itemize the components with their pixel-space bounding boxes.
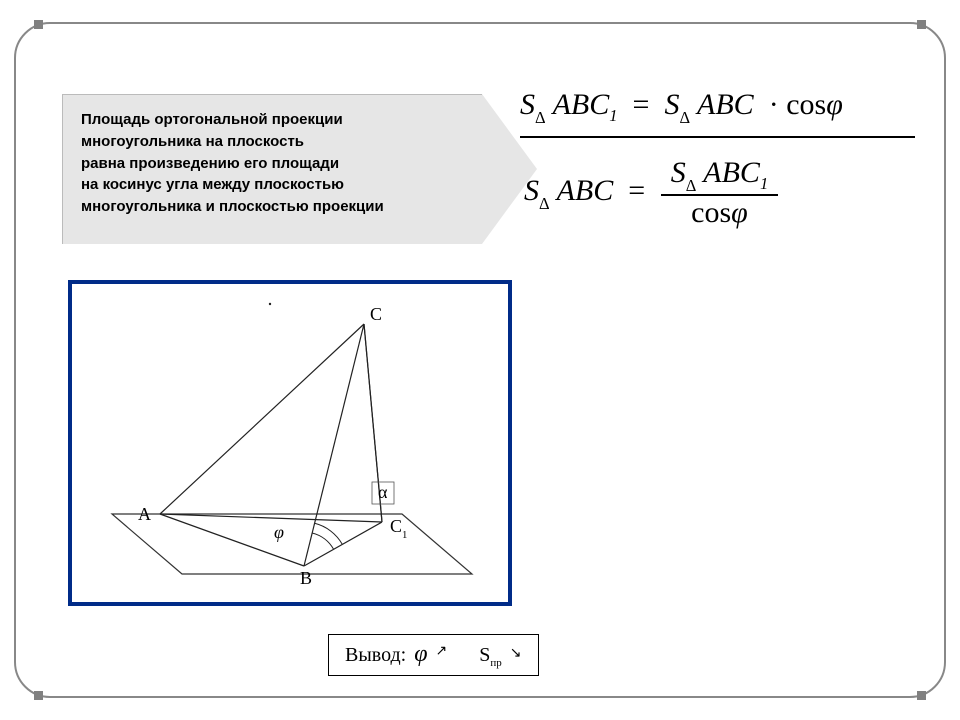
- arrow-down-icon: ↘: [510, 645, 522, 662]
- svg-text:C1: C1: [390, 516, 407, 541]
- svg-text:B: B: [300, 568, 312, 588]
- projection-diagram: A B C C1α φ: [72, 284, 508, 602]
- theorem-line: многоугольника и плоскостью проекции: [81, 198, 384, 215]
- conclusion-s: Sпр: [479, 644, 502, 669]
- arrow-up-icon: ↗: [436, 643, 448, 660]
- formula-divider: [520, 136, 915, 138]
- theorem-bar: Площадь ортогональной проекции многоугол…: [62, 94, 552, 244]
- diagram-frame: A B C C1α φ: [68, 280, 512, 606]
- frame-corner: [917, 691, 926, 700]
- frame-corner: [917, 20, 926, 29]
- theorem-line: Площадь ортогональной проекции: [81, 111, 343, 128]
- formula-block: SΔ ABC1 = SΔ ABC · cosφ SΔ ABC = SΔ ABC1…: [520, 88, 920, 230]
- conclusion-phi: φ: [414, 641, 427, 668]
- theorem-line: многоугольника на плоскость: [81, 133, 304, 150]
- theorem-line: на косинус угла между плоскостью: [81, 176, 344, 193]
- svg-text:C: C: [370, 304, 382, 324]
- conclusion-label: Вывод:: [345, 644, 406, 667]
- svg-text:φ: φ: [274, 522, 284, 542]
- formula-1: SΔ ABC1 = SΔ ABC · cosφ: [520, 88, 920, 126]
- svg-text:A: A: [138, 504, 151, 524]
- conclusion-box: Вывод: φ ↗ Sпр ↘: [328, 634, 539, 676]
- theorem-text-box: Площадь ортогональной проекции многоугол…: [62, 94, 482, 244]
- svg-text:α: α: [378, 482, 388, 502]
- theorem-line: равна произведению его площади: [81, 155, 339, 172]
- formula-2: SΔ ABC = SΔ ABC1 cosφ: [524, 156, 920, 230]
